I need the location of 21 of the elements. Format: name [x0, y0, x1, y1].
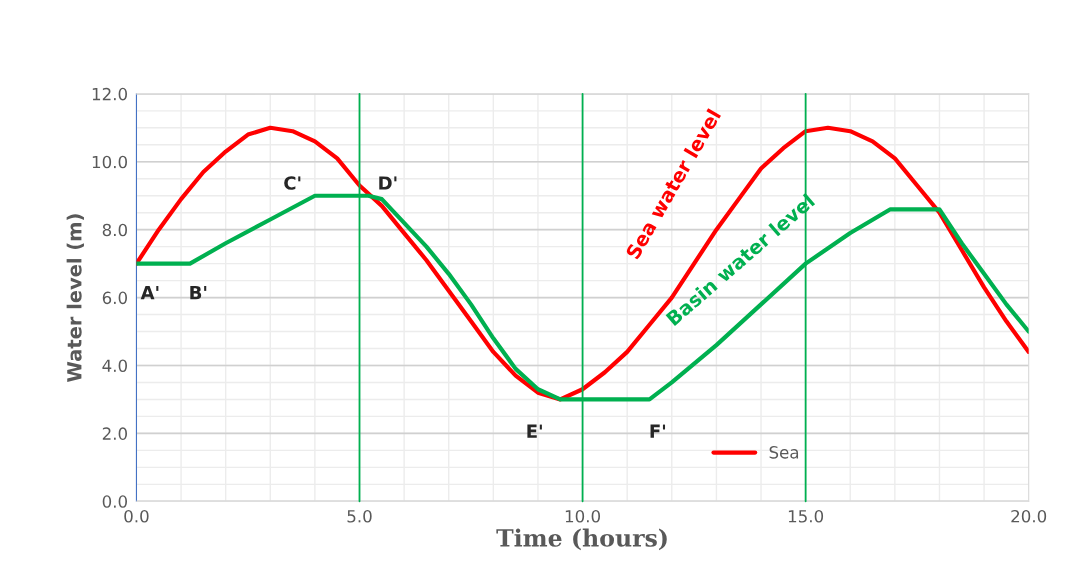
x-tick-label: 0.0 — [124, 509, 149, 523]
y-tick-label: 4.0 — [102, 359, 128, 373]
y-axis-title: Water level (m) — [66, 214, 84, 382]
annotation: B' — [190, 286, 207, 300]
x-axis-title: Time (hours) — [496, 528, 667, 551]
legend-label: Sea — [769, 446, 799, 459]
y-tick-label: 2.0 — [102, 427, 128, 440]
annotation: F' — [650, 424, 666, 438]
annotation: D' — [379, 176, 397, 190]
y-tick-label: 8.0 — [102, 223, 128, 237]
y-tick-label: 10.0 — [92, 155, 128, 169]
y-tick-label: 6.0 — [102, 291, 128, 305]
x-tick-label: 10.0 — [565, 509, 601, 523]
y-tick-label: 0.0 — [102, 495, 128, 508]
x-tick-label: 15.0 — [788, 509, 824, 523]
x-tick-label: 5.0 — [347, 509, 372, 523]
y-tick-label: 12.0 — [92, 87, 128, 101]
annotation: E' — [527, 424, 542, 438]
x-tick-label: 20.0 — [1011, 509, 1047, 523]
annotation: A' — [140, 286, 159, 300]
annotation: C' — [284, 176, 301, 190]
